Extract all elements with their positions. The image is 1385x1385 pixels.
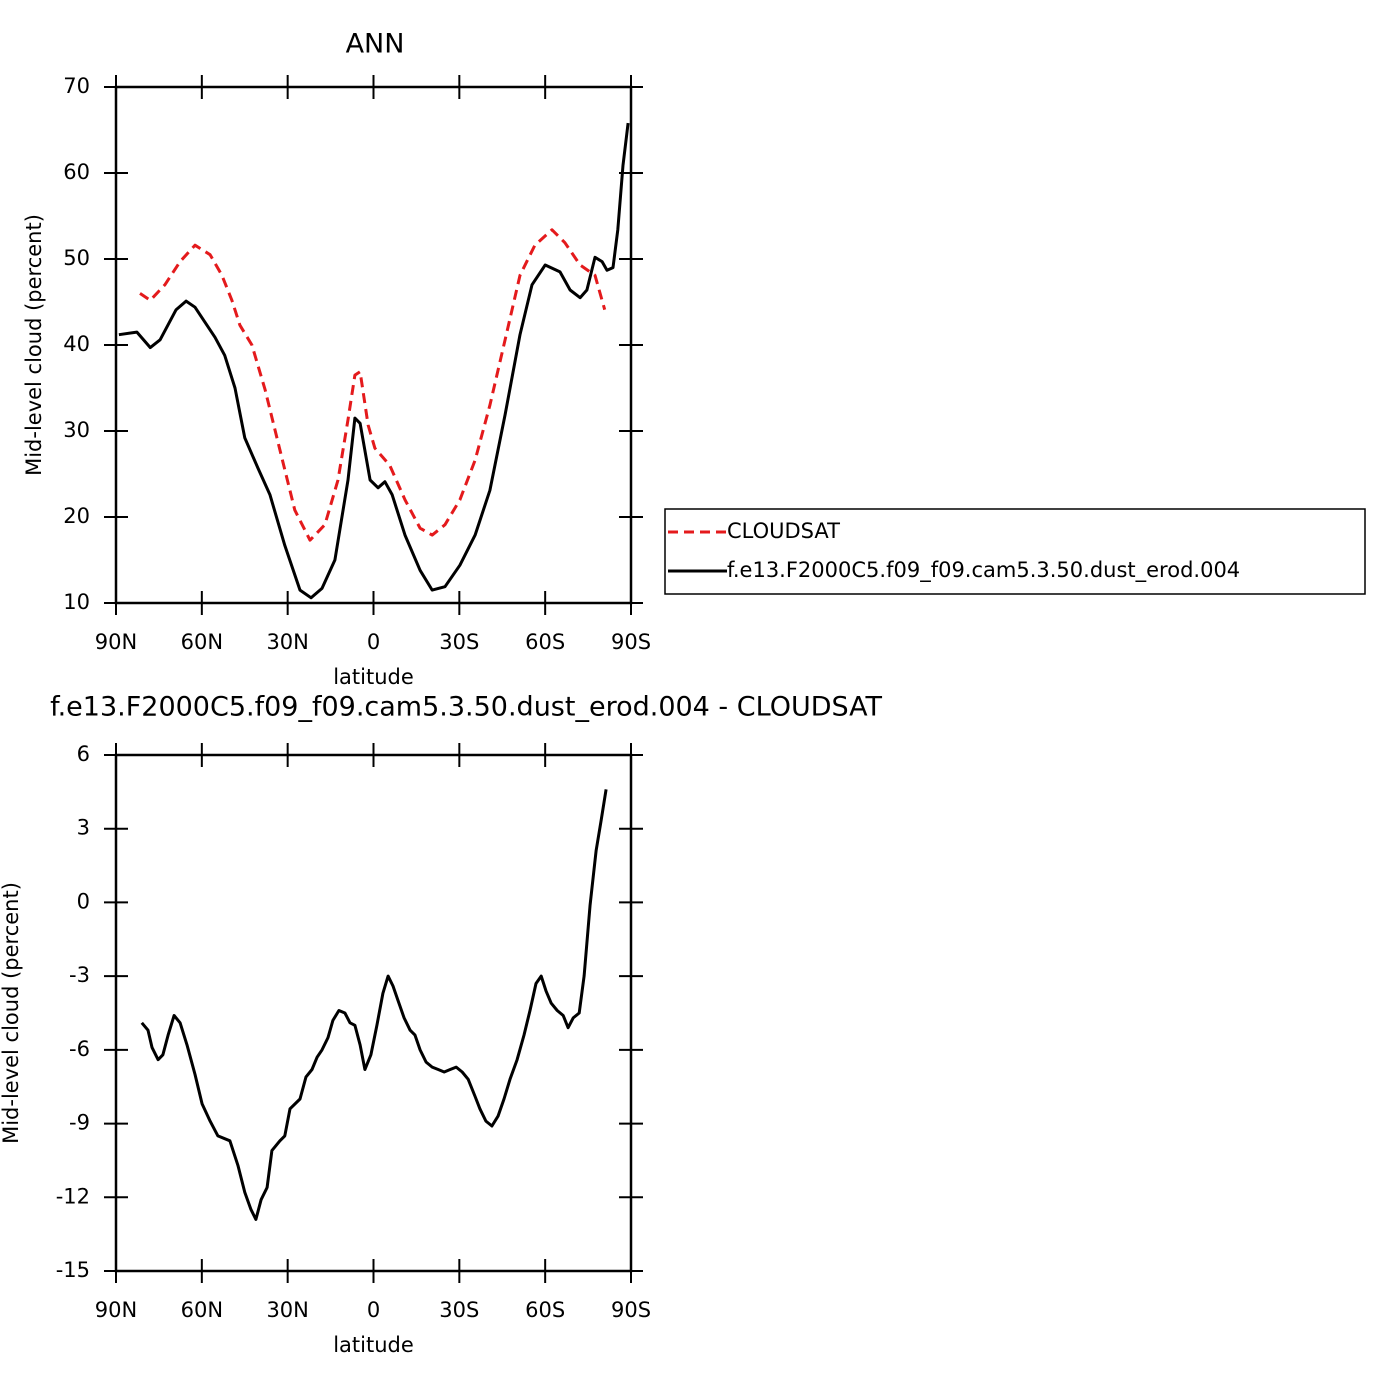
data-line	[118, 122, 630, 600]
x-axis-label: latitude	[333, 1333, 414, 1357]
x-tick-label: 90N	[95, 1298, 137, 1322]
y-axis-label: Mid-level cloud (percent)	[0, 882, 23, 1144]
x-axis-label: latitude	[333, 665, 414, 689]
y-tick-label: -12	[56, 1184, 90, 1208]
y-tick-label: -6	[69, 1037, 90, 1061]
y-tick-label: 60	[63, 160, 90, 184]
legend-label: CLOUDSAT	[727, 519, 840, 543]
y-tick-label: 10	[63, 590, 90, 614]
y-tick-label: 70	[63, 74, 90, 98]
y-tick-label: 40	[63, 332, 90, 356]
x-tick-label: 30S	[439, 1298, 479, 1322]
x-tick-label: 90N	[95, 630, 137, 654]
data-line	[139, 228, 607, 542]
y-tick-label: -15	[56, 1258, 90, 1282]
x-tick-label: 60S	[525, 1298, 565, 1322]
chart-title: f.e13.F2000C5.f09_f09.cam5.3.50.dust_ero…	[50, 692, 882, 723]
y-tick-label: 50	[63, 246, 90, 270]
data-line	[140, 789, 608, 1221]
y-tick-label: 0	[77, 889, 90, 913]
y-tick-label: 6	[77, 742, 90, 766]
legend-label: f.e13.F2000C5.f09_f09.cam5.3.50.dust_ero…	[727, 558, 1240, 583]
x-tick-label: 30N	[266, 1298, 308, 1322]
chart-title: ANN	[346, 29, 405, 60]
x-tick-label: 90S	[611, 630, 651, 654]
y-tick-label: 30	[63, 418, 90, 442]
x-tick-label: 30N	[266, 630, 308, 654]
y-axis-label: Mid-level cloud (percent)	[22, 214, 46, 476]
y-tick-label: 20	[63, 504, 90, 528]
y-tick-label: 3	[77, 816, 90, 840]
x-tick-label: 60S	[525, 630, 565, 654]
x-tick-label: 0	[367, 630, 380, 654]
y-tick-label: -3	[69, 963, 90, 987]
x-tick-label: 60N	[181, 630, 223, 654]
y-tick-label: -9	[69, 1111, 90, 1135]
x-tick-label: 0	[367, 1298, 380, 1322]
x-tick-label: 60N	[181, 1298, 223, 1322]
x-tick-label: 90S	[611, 1298, 651, 1322]
legend-box	[664, 508, 1366, 595]
x-tick-label: 30S	[439, 630, 479, 654]
